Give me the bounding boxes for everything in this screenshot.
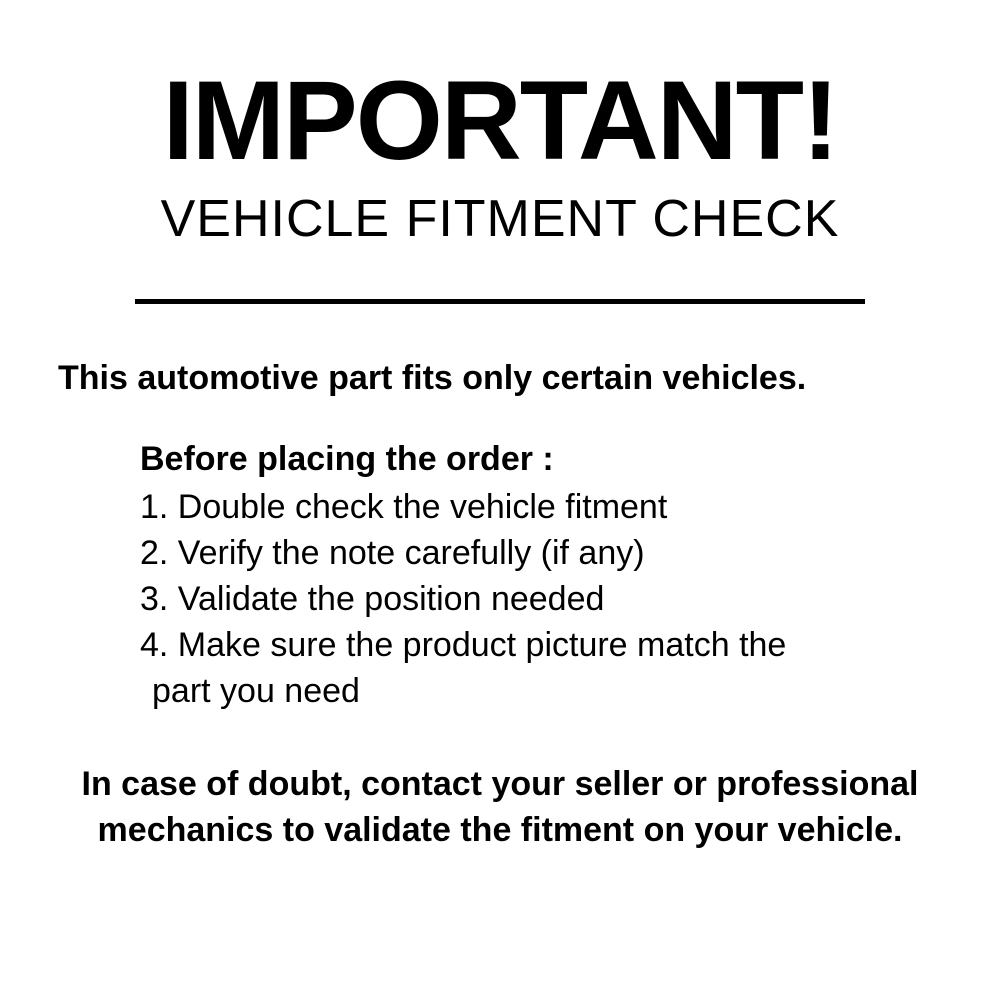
list-item-continuation: part you need [140,669,950,715]
list-item: 3. Validate the position needed [140,577,950,623]
intro-text: This automotive part fits only certain v… [50,359,950,398]
header-section: IMPORTANT! VEHICLE FITMENT CHECK [50,65,950,249]
footer-text: In case of doubt, contact your seller or… [50,762,950,854]
horizontal-divider [135,299,865,304]
list-item: 2. Verify the note carefully (if any) [140,531,950,577]
subtitle: VEHICLE FITMENT CHECK [50,189,950,249]
list-item: 4. Make sure the product picture match t… [140,623,950,669]
main-title: IMPORTANT! [50,65,950,177]
list-header: Before placing the order : [140,440,950,479]
checklist-section: Before placing the order : 1. Double che… [50,440,950,714]
list-item: 1. Double check the vehicle fitment [140,485,950,531]
